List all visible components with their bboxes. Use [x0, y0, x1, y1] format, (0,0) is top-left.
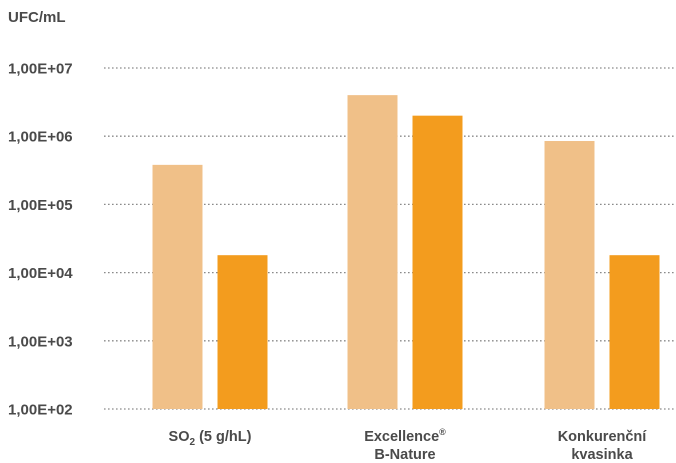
- category-label-konkurencni-line2: kvasinka: [571, 447, 633, 463]
- bar-series1-category1: [152, 164, 203, 409]
- category-labels: SO2 (5 g/hL) Excellence® B-Nature Konkur…: [169, 427, 648, 463]
- bar-series1-category3: [544, 141, 595, 410]
- bar-series1-category2: [347, 95, 398, 409]
- bar-series2-category1: [217, 255, 268, 409]
- bar-series2-category3: [609, 255, 660, 409]
- bar-series2-category2: [412, 115, 463, 410]
- y-axis-unit-label: UFC/mL: [8, 9, 66, 26]
- bars: [152, 95, 660, 410]
- category-label-excellence-line2: B-Nature: [374, 447, 435, 463]
- y-tick-label: 1,00E+05: [8, 197, 73, 214]
- y-tick-label: 1,00E+07: [8, 61, 73, 78]
- category-label-konkurencni: Konkurenční: [558, 429, 648, 445]
- y-tick-label: 1,00E+04: [8, 265, 73, 282]
- y-axis-tick-labels: 1,00E+02 1,00E+03 1,00E+04 1,00E+05 1,00E+06…: [8, 61, 73, 419]
- y-tick-label: 1,00E+06: [8, 129, 73, 146]
- y-tick-label: 1,00E+02: [8, 402, 73, 419]
- category-label-excellence: Excellence®: [364, 427, 446, 445]
- category-label-so2: SO2 (5 g/hL): [169, 429, 252, 448]
- y-tick-label: 1,00E+03: [8, 333, 73, 350]
